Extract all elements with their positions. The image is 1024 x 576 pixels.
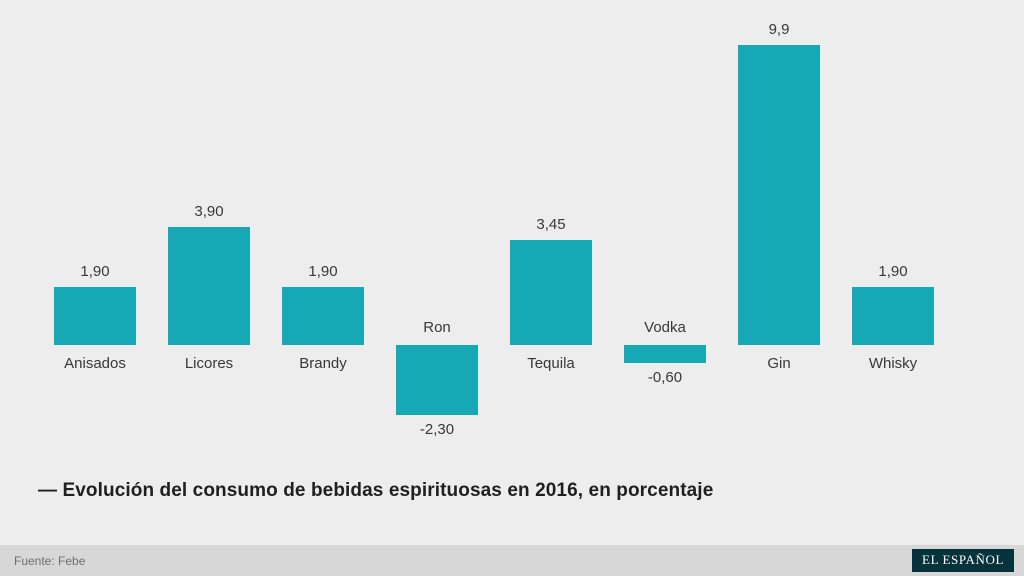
el-espanol-logo: EL ESPAÑOL — [912, 549, 1014, 572]
category-label-brandy: Brandy — [299, 355, 347, 372]
value-label-tequila: 3,45 — [536, 216, 566, 234]
footer-bar: Fuente: Febe EL ESPAÑOL — [0, 545, 1024, 576]
category-label-anisados: Anisados — [64, 355, 126, 372]
value-label-ron: -2,30 — [419, 420, 455, 438]
category-label-whisky: Whisky — [868, 355, 918, 372]
category-label-ron: Ron — [423, 319, 451, 336]
value-label-whisky: 1,90 — [878, 263, 908, 281]
bar-whisky — [852, 287, 934, 345]
bar-licores — [168, 226, 250, 345]
category-label-gin: Gin — [767, 355, 791, 372]
value-label-anisados: 1,90 — [80, 263, 110, 281]
category-label-vodka: Vodka — [644, 319, 686, 336]
bar-brandy — [282, 287, 364, 345]
source-label: Fuente: Febe — [14, 553, 86, 568]
bar-anisados — [54, 287, 136, 345]
bar-gin — [738, 45, 820, 345]
value-label-vodka: -0,60 — [647, 369, 683, 387]
value-label-licores: 3,90 — [194, 202, 224, 220]
category-label-licores: Licores — [184, 355, 234, 372]
value-label-gin: 9,9 — [768, 21, 790, 38]
bar-vodka — [624, 345, 706, 364]
bar-tequila — [510, 240, 592, 345]
category-label-tequila: Tequila — [527, 355, 575, 372]
chart-title: — Evolución del consumo de bebidas espir… — [38, 480, 714, 501]
value-label-brandy: 1,90 — [308, 263, 338, 281]
bar-ron — [396, 345, 478, 415]
